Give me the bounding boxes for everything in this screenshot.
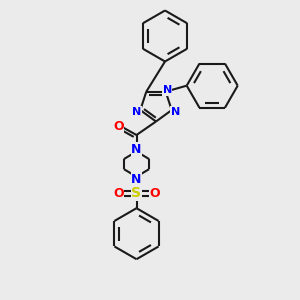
Text: O: O — [149, 187, 160, 200]
Text: N: N — [131, 142, 142, 156]
Text: N: N — [132, 106, 141, 117]
Text: N: N — [163, 85, 172, 95]
Text: S: S — [131, 186, 142, 200]
Text: N: N — [131, 172, 142, 186]
Text: N: N — [171, 106, 180, 117]
Text: O: O — [113, 119, 124, 133]
Text: O: O — [113, 187, 124, 200]
